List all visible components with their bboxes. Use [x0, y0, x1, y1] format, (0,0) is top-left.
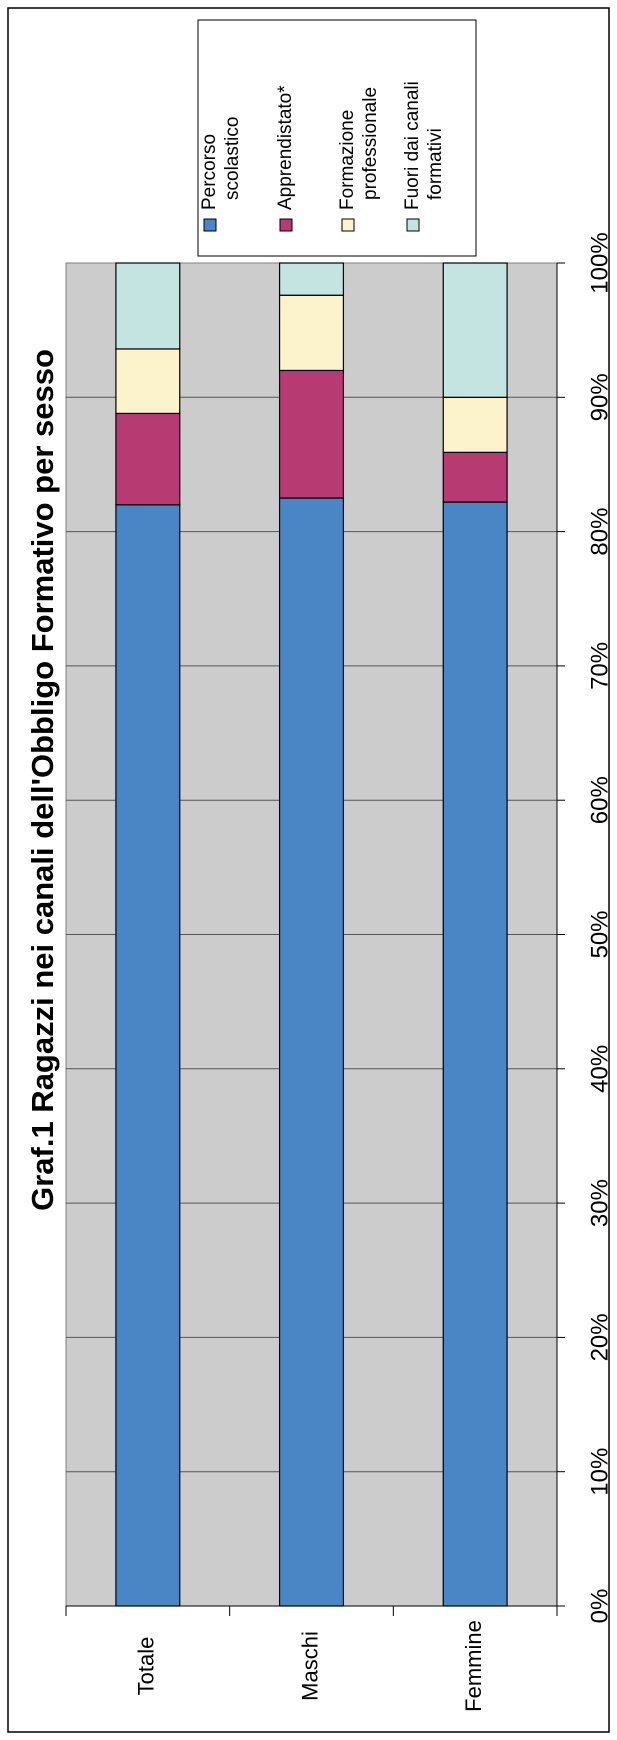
chart-title-group: Graf.1 Ragazzi nei canali dell'Obbligo F…	[25, 349, 60, 1211]
bar-segment	[278, 294, 345, 372]
legend-box	[197, 19, 477, 257]
legend-label: formativi	[425, 128, 446, 200]
tick-label: 20%	[586, 1313, 613, 1361]
bar-segment	[115, 504, 181, 1607]
legend-label: Formazione	[337, 110, 358, 210]
legend-label: Fuori dai canali	[402, 81, 423, 210]
axis: 0% 10% 20% 30% 40% 50% 60% 70% 80% 90% 100% Totale M…	[65, 232, 613, 1712]
legend: Percorso scolastico Apprendistato* Formazio…	[197, 19, 477, 257]
bar-segment	[115, 348, 181, 415]
bar-segment	[442, 451, 508, 503]
tick-label: 70%	[586, 642, 613, 690]
tick-label: 90%	[586, 373, 613, 421]
category-label: Femmine	[461, 1620, 486, 1712]
chart-title: Graf.1 Ragazzi nei canali dell'Obbligo F…	[25, 349, 60, 1211]
tick-label: 50%	[586, 910, 613, 958]
tick-label: 80%	[586, 508, 613, 556]
legend-swatch	[279, 218, 293, 232]
legend-label: scolastico	[222, 117, 243, 200]
tick-label: 40%	[586, 1045, 613, 1093]
tick-label: 100%	[586, 232, 613, 293]
bar-segment	[442, 501, 508, 1607]
bar-segment	[278, 497, 345, 1607]
category-label: Totale	[134, 1637, 159, 1696]
bar-segment	[278, 369, 345, 499]
legend-swatch	[341, 218, 355, 232]
plot-area	[65, 262, 558, 1607]
bar-segment	[442, 262, 508, 398]
bar-segment	[442, 396, 508, 453]
tick-label: 0%	[586, 1589, 613, 1624]
tick-label: 60%	[586, 776, 613, 824]
bar-segment	[115, 412, 181, 506]
tick-label: 30%	[586, 1179, 613, 1227]
legend-swatch	[406, 218, 420, 232]
bar-segment	[115, 262, 181, 350]
legend-label: Apprendistato*	[275, 85, 296, 210]
category-label: Maschi	[297, 1631, 322, 1701]
tick-label: 10%	[586, 1448, 613, 1496]
legend-label: Percorso	[199, 134, 220, 210]
legend-swatch	[203, 218, 217, 232]
legend-label: professionale	[360, 87, 381, 200]
bar-segment	[278, 262, 345, 296]
